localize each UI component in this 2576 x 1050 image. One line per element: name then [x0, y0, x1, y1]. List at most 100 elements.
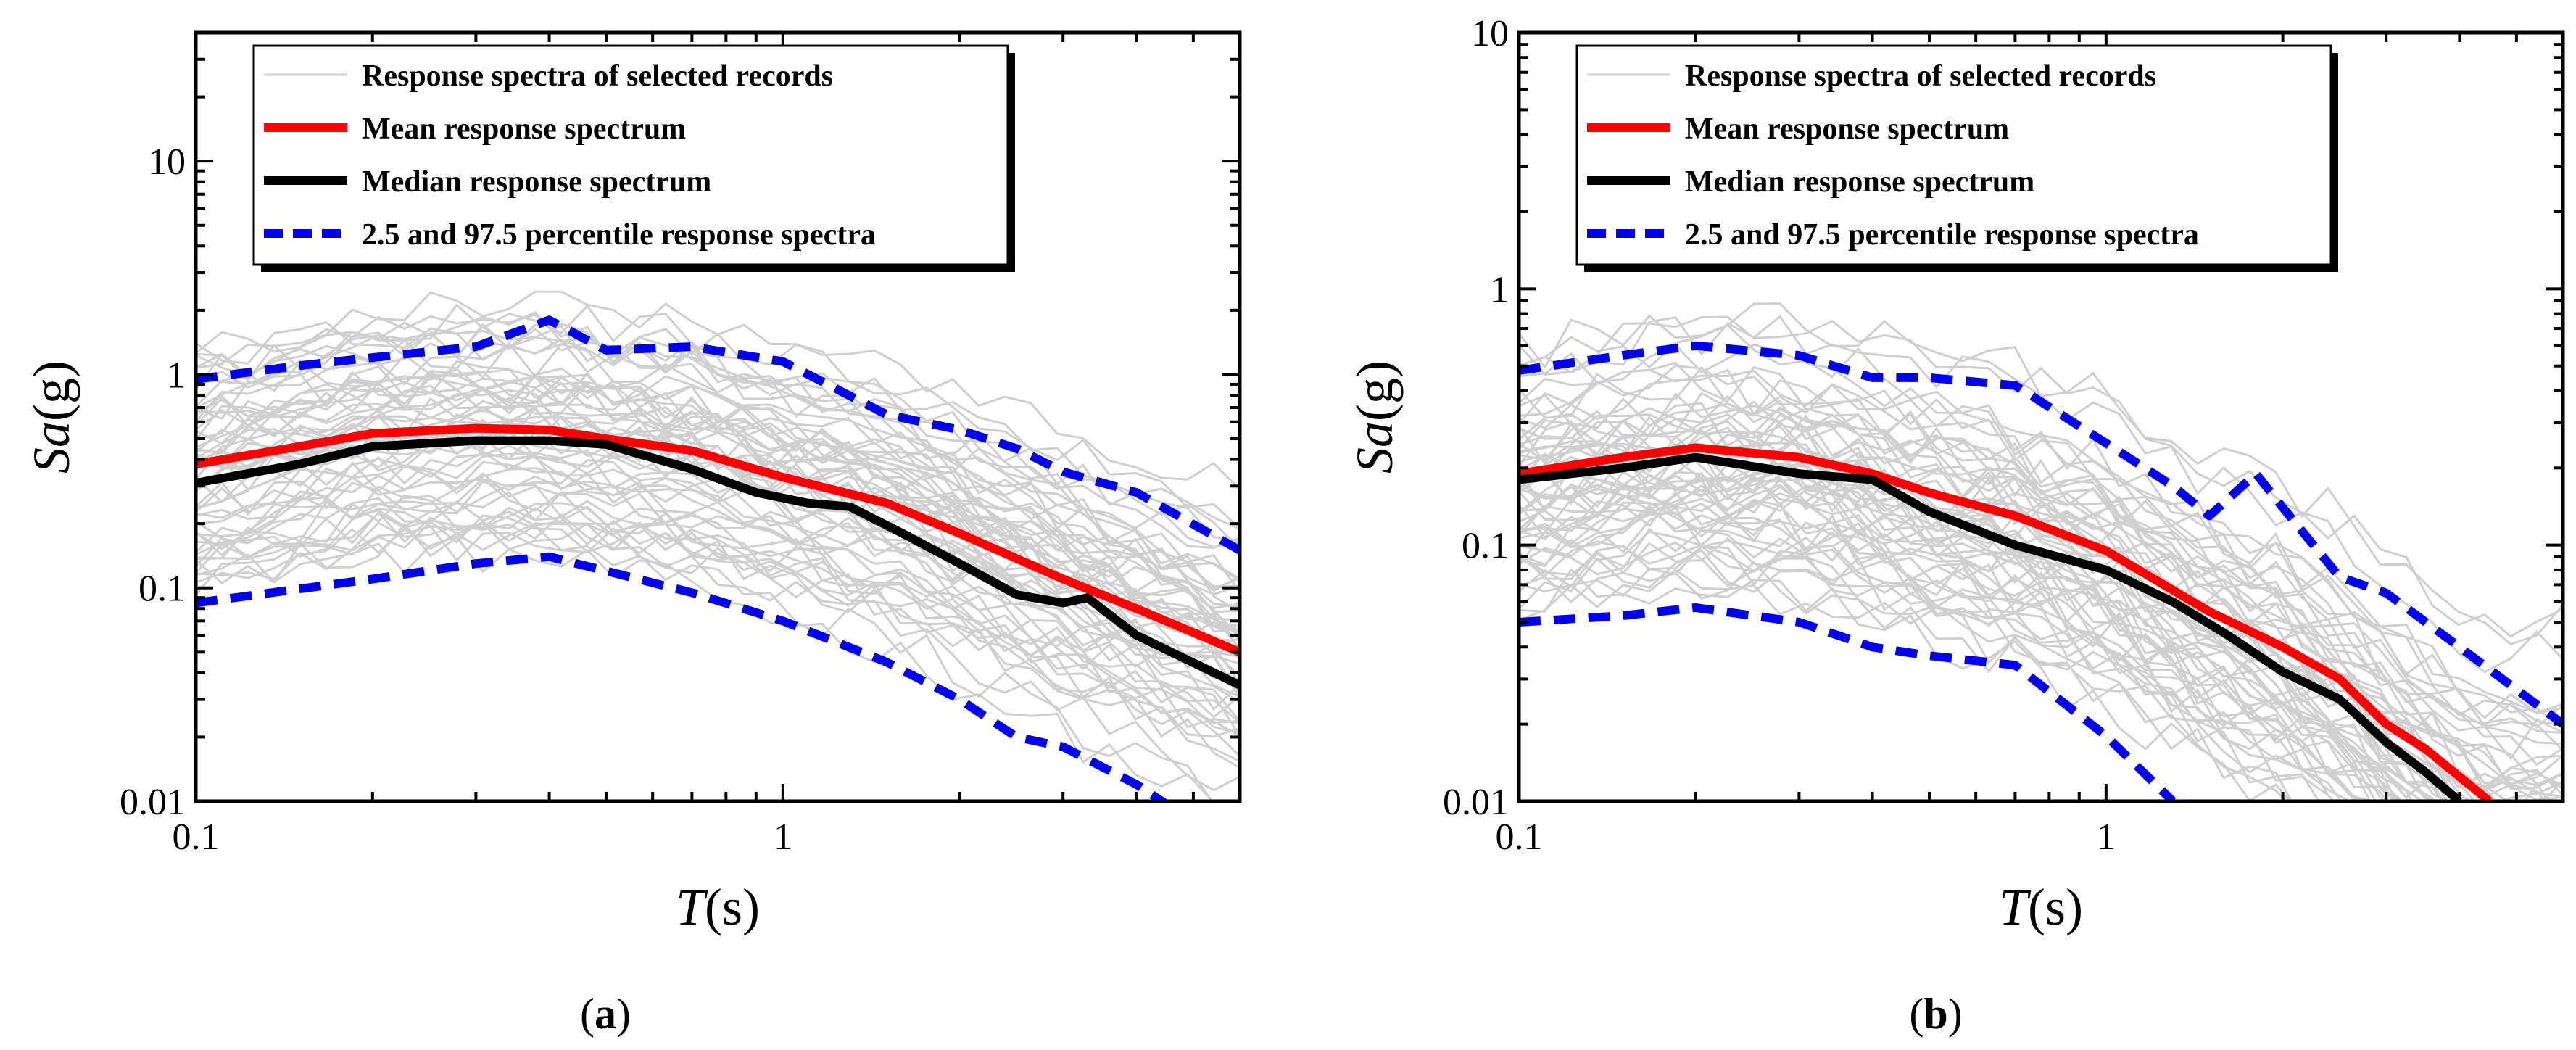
record-spectrum-line: [1519, 479, 2413, 801]
record-spectrum-line: [1519, 414, 2563, 751]
record-spectrum-line: [196, 353, 1240, 640]
record-spectrum-line: [1519, 429, 2461, 801]
record-spectrum-line: [196, 367, 1240, 580]
record-spectrum-line: [1519, 361, 2563, 786]
record-spectra: [1519, 302, 2563, 801]
series-mean-line: [196, 423, 1240, 656]
panel-label-letter: b: [1923, 990, 1947, 1038]
x-axis-label: T(s): [1999, 878, 2083, 936]
record-spectrum-line: [1519, 485, 2445, 801]
record-spectrum-line: [196, 321, 1240, 592]
legend-label: Median response spectrum: [1685, 165, 2034, 199]
legend-label: Median response spectrum: [362, 165, 711, 199]
record-spectrum-line: [196, 389, 1240, 609]
legend-box: [1575, 44, 2332, 266]
x-axis: 0.1 1: [173, 33, 1241, 858]
panel-label: (b): [1909, 990, 1962, 1038]
y-tick-label: 0.01: [120, 782, 186, 823]
panel-label-close: ): [1948, 990, 1963, 1038]
record-spectrum-line: [196, 522, 1240, 738]
series-mean-line: [1519, 443, 2493, 801]
y-tick-label: 0.1: [1462, 526, 1509, 567]
record-spectrum-line: [1519, 488, 2436, 801]
legend: Response spectra of selected records Mean…: [252, 44, 1015, 272]
record-spectrum-line: [196, 323, 1240, 582]
series-median-line: [196, 436, 1240, 690]
record-spectrum-line: [196, 450, 1240, 711]
legend-label: Response spectra of selected records: [1685, 59, 2156, 93]
record-spectrum-line: [1519, 420, 2563, 761]
x-axis-label: T(s): [676, 878, 760, 936]
y-axis-label: Sa(g): [1346, 360, 1404, 474]
record-spectrum-line: [196, 514, 1240, 724]
record-spectrum-line: [1519, 518, 2395, 801]
y-axis-label-symbol: Sa: [1346, 421, 1404, 474]
y-tick-label: 10: [1471, 13, 1509, 54]
x-axis-label-unit: (s): [705, 878, 760, 936]
y-tick-label: 1: [1490, 269, 1509, 310]
plot-area: [196, 290, 1240, 801]
record-spectrum-line: [196, 483, 1240, 737]
record-spectrum-line: [196, 506, 1240, 769]
y-axis: 0.01 0.1 1 10: [120, 31, 1240, 823]
record-spectrum-line: [1519, 447, 2563, 785]
series-median-line: [1519, 452, 2463, 801]
record-spectrum-line: [1519, 568, 2292, 801]
panel-label: (a): [580, 990, 631, 1038]
legend-label: Mean response spectrum: [1685, 112, 2009, 146]
x-axis-label-symbol: T: [676, 878, 708, 936]
legend-label: Response spectra of selected records: [362, 59, 833, 93]
x-tick-label: 0.1: [1496, 817, 1543, 858]
legend-label: 2.5 and 97.5 percentile response spectra: [362, 218, 876, 252]
legend-label: 2.5 and 97.5 percentile response spectra: [1685, 218, 2199, 252]
record-spectrum-line: [1519, 537, 2364, 801]
record-spectrum-line: [1519, 549, 2335, 801]
series-percentile-line: [1519, 341, 2563, 728]
x-tick-label: 1: [2097, 817, 2116, 858]
y-tick-label: 0.1: [138, 569, 186, 610]
record-spectrum-line: [196, 383, 1240, 590]
record-spectrum-line: [196, 290, 1240, 491]
y-tick-label: 10: [148, 141, 186, 183]
plot-area: [1519, 302, 2563, 801]
series-percentile-line: [196, 315, 1240, 555]
legend-box: [252, 44, 1009, 266]
x-axis-label-unit: (s): [2028, 878, 2083, 936]
plot-frame: [194, 30, 1242, 803]
panel-label-open: (: [580, 990, 595, 1038]
record-spectrum-line: [1519, 561, 2288, 801]
x-tick-label: 1: [774, 817, 792, 858]
panel-label-close: ): [616, 990, 631, 1038]
x-axis: 0.1 1: [1496, 33, 2564, 858]
plot-frame: [1517, 30, 2565, 803]
record-spectrum-line: [1519, 506, 2410, 801]
record-spectrum-line: [1519, 315, 2563, 638]
record-spectrum-line: [196, 461, 1240, 724]
record-spectrum-line: [196, 520, 1240, 757]
y-tick-label: 1: [167, 355, 186, 396]
record-spectrum-line: [1519, 368, 2563, 714]
panel-label-open: (: [1909, 990, 1923, 1038]
record-spectrum-line: [196, 494, 1240, 729]
record-spectrum-line: [196, 525, 1214, 801]
series-percentile-line: [196, 552, 1170, 801]
record-spectrum-line: [1519, 392, 2563, 745]
y-axis-label-symbol: Sa: [22, 421, 80, 474]
y-axis-label: Sa(g): [22, 360, 80, 474]
record-spectra: [196, 290, 1240, 801]
record-spectrum-line: [1519, 508, 2398, 801]
record-spectrum-line: [196, 368, 1240, 596]
y-axis: 0.01 0.1 1 10: [1443, 13, 2563, 823]
series-percentile-line: [1519, 603, 2177, 801]
x-tick-label: 0.1: [173, 817, 220, 858]
panel-label-letter: a: [595, 990, 616, 1038]
record-spectrum-line: [1519, 323, 2563, 727]
record-spectrum-line: [1519, 343, 2563, 729]
y-tick-label: 0.01: [1443, 782, 1509, 823]
x-axis-label-symbol: T: [1999, 878, 2032, 936]
y-axis-label-unit: (g): [1346, 360, 1404, 421]
record-spectrum-line: [196, 313, 1240, 593]
